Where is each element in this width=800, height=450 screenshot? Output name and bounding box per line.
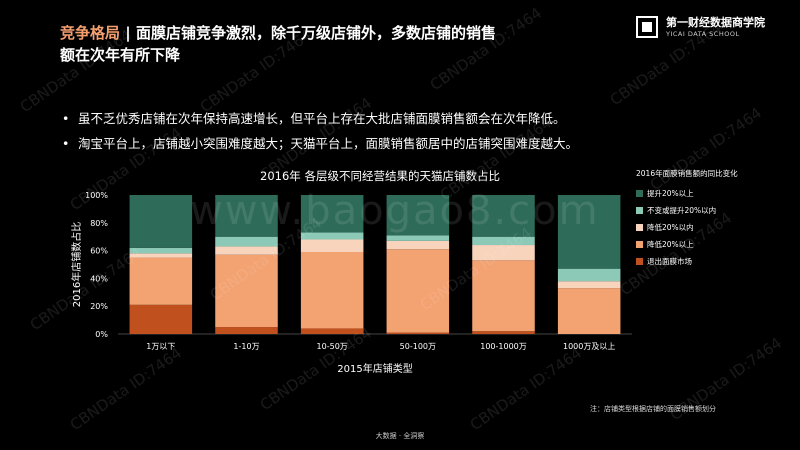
- brand-name-en: YICAI DATA SCHOOL: [666, 30, 740, 38]
- bar-segment: [300, 232, 364, 240]
- bar-segment: [472, 260, 535, 332]
- bullet-item: 虽不乏优秀店铺在次年保持高速增长，但平台上存在大批店铺面膜销售额会在次年降低。: [62, 106, 578, 131]
- bar-segment: [557, 281, 621, 289]
- y-axis-title: 2016年店铺数占比: [70, 222, 83, 307]
- bar-segment: [557, 195, 621, 269]
- bullet-item: 淘宝平台上，店铺越小突围难度越大；天猫平台上，面膜销售额居中的店铺突围难度越大。: [62, 131, 578, 156]
- x-tick-label: 1000万及以上: [563, 342, 615, 351]
- footer-tagline: 大数据 · 全洞察: [375, 432, 425, 440]
- x-tick-label: 1万以下: [146, 342, 175, 351]
- title-accent: 竞争格局: [60, 24, 121, 42]
- legend-item: 降低20%以内: [636, 219, 786, 236]
- legend-label: 降低20%以内: [647, 223, 694, 232]
- title-separator: |: [125, 24, 131, 42]
- legend-title: 2016年面膜销售额的同比变化: [636, 169, 738, 178]
- brand-name-cn: 第一财经数据商学院: [666, 16, 765, 29]
- bar-segment: [386, 235, 450, 241]
- chart-legend: 2016年面膜销售额的同比变化 提升20%以上不变或提升20%以内 降低20%以内…: [636, 168, 786, 270]
- brand-logo: 第一财经数据商学院 YICAI DATA SCHOOL: [636, 12, 786, 44]
- bar-segment: [472, 236, 535, 246]
- x-tick-label: 50-100万: [400, 342, 436, 351]
- bar-segment: [557, 288, 621, 334]
- bar-segment: [300, 195, 364, 233]
- bar-segment: [472, 245, 535, 261]
- legend-items: 提升20%以上不变或提升20%以内 降低20%以内 降低20%以上 退出面膜市场: [636, 185, 786, 270]
- bar-segment: [129, 247, 193, 254]
- page-title: 竞争格局 | 面膜店铺竞争激烈，除千万级店铺外，多数店铺的销售 额在次年有所下降: [60, 22, 620, 66]
- x-tick-label: 10-50万: [317, 342, 348, 351]
- x-tick-label: 100-1000万: [480, 342, 527, 351]
- bar-segment: [386, 332, 450, 334]
- bar-segment: [472, 195, 535, 237]
- legend-item: 退出面膜市场: [636, 253, 786, 270]
- x-axis-title: 2015年店铺类型: [337, 362, 412, 375]
- y-tick-label: 80%: [90, 219, 108, 228]
- brand-mark-icon: [636, 16, 658, 38]
- bar-segment: [129, 257, 193, 305]
- legend-label: 降低20%以上: [647, 240, 694, 249]
- y-tick-label: 20%: [90, 302, 108, 311]
- legend-label: 退出面膜市场: [647, 257, 692, 266]
- legend-item: 提升20%以上: [636, 185, 786, 202]
- bar-segment: [215, 236, 278, 247]
- y-tick-label: 60%: [90, 247, 108, 256]
- legend-label: 不变或提升20%以内: [647, 206, 717, 215]
- bar-segment: [215, 327, 278, 334]
- y-tick-label: 40%: [90, 274, 108, 283]
- chart-note: 注：店铺类型根据店铺的面膜销售额划分: [590, 405, 716, 413]
- bar-segment: [215, 195, 278, 237]
- bar-segment: [300, 328, 364, 334]
- bar-segment: [129, 304, 193, 334]
- legend-swatch: [636, 207, 643, 214]
- y-tick-label: 100%: [85, 191, 108, 200]
- legend-swatch: [636, 241, 643, 248]
- bar-segment: [386, 249, 450, 333]
- bar-segment: [386, 240, 450, 250]
- bar-segment: [129, 253, 193, 258]
- title-line-2: 额在次年有所下降: [60, 46, 181, 64]
- legend-item: 不变或提升20%以内: [636, 202, 786, 219]
- legend-item: 降低20%以上: [636, 236, 786, 253]
- bar-segment: [472, 331, 535, 334]
- bar-segment: [557, 268, 621, 282]
- x-tick-label: 1-10万: [233, 342, 259, 351]
- bar-segment: [300, 251, 364, 329]
- bar-segment: [215, 246, 278, 255]
- chart-title: 2016年 各层级不同经营结果的天猫店铺数占比: [260, 169, 500, 183]
- bar-segment: [300, 239, 364, 252]
- bar-segment: [215, 254, 278, 328]
- bar-segment: [386, 195, 450, 236]
- bar-segment: [129, 195, 193, 248]
- legend-swatch: [636, 224, 643, 231]
- legend-swatch: [636, 190, 643, 197]
- y-tick-label: 0%: [95, 330, 108, 339]
- title-line-1: 竞争格局 | 面膜店铺竞争激烈，除千万级店铺外，多数店铺的销售: [60, 22, 620, 44]
- legend-swatch: [636, 258, 643, 265]
- title-text-1: 面膜店铺竞争激烈，除千万级店铺外，多数店铺的销售: [135, 24, 496, 42]
- bullet-list: 虽不乏优秀店铺在次年保持高速增长，但平台上存在大批店铺面膜销售额会在次年降低。 …: [62, 106, 578, 156]
- legend-label: 提升20%以上: [647, 189, 694, 198]
